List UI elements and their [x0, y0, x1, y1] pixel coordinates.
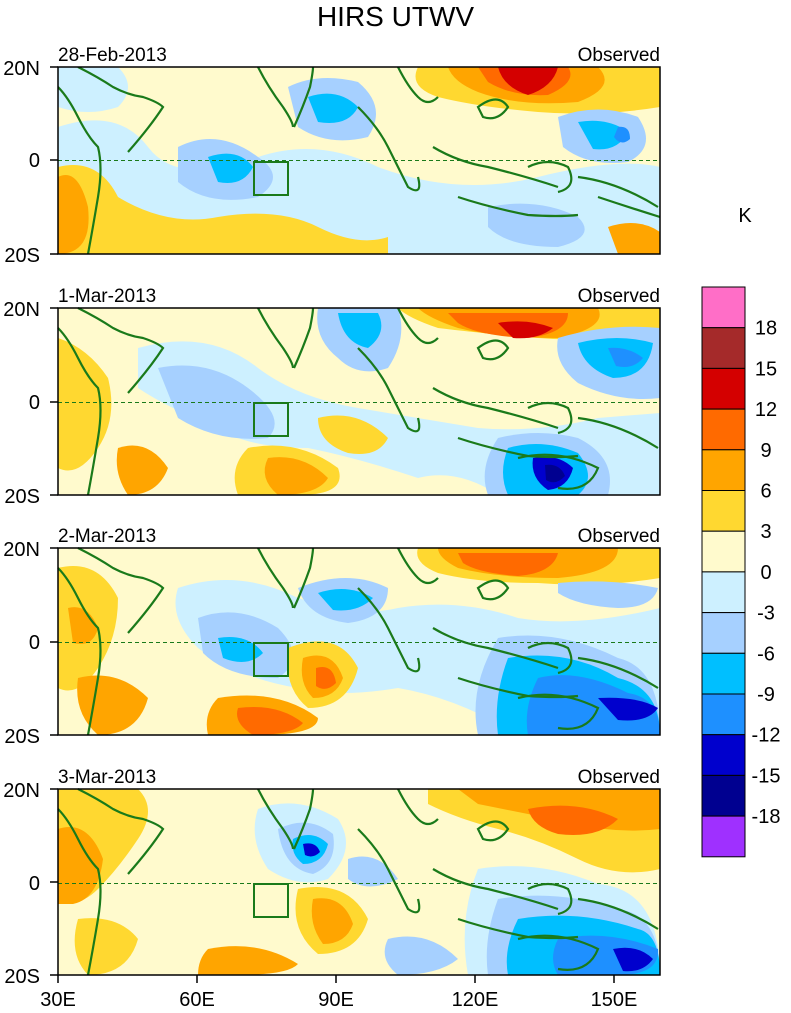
- colorbar-label: -18: [752, 806, 781, 828]
- map-panel-1: 28-Feb-2013 Observed: [57, 45, 661, 255]
- lat-label-20n: 20N: [3, 539, 40, 561]
- lon-label-90e: 90E: [318, 989, 354, 1011]
- lat-label-20s: 20S: [4, 966, 40, 988]
- panel-tag: Observed: [578, 286, 660, 307]
- lat-label-0: 0: [29, 632, 40, 654]
- map-panel-3: 2-Mar-2013 Observed: [57, 526, 661, 736]
- panel-date: 2-Mar-2013: [58, 526, 156, 547]
- lat-label-0: 0: [29, 150, 40, 172]
- longitude-labels: 30E 60E 90E 120E 150E: [40, 989, 637, 1011]
- lon-label-30e: 30E: [40, 989, 76, 1011]
- map-panel-2: 1-Mar-2013 Observed: [57, 286, 661, 496]
- lat-label-20n: 20N: [3, 780, 40, 802]
- colorbar-swatch: [701, 490, 746, 532]
- anomaly-field: [58, 548, 660, 735]
- lat-label-20n: 20N: [3, 58, 40, 80]
- map-panel-4: 3-Mar-2013 Observed: [57, 767, 661, 976]
- lat-label-0: 0: [29, 873, 40, 895]
- lon-label-150e: 150E: [591, 989, 638, 1011]
- lat-label-0: 0: [29, 392, 40, 414]
- colorbar-label: 15: [755, 358, 777, 380]
- colorbar-label: -15: [752, 765, 781, 787]
- coastlines: [57, 788, 659, 976]
- colorbar-swatch: [701, 734, 746, 776]
- panel-tag: Observed: [578, 767, 660, 788]
- colorbar-swatch: [701, 449, 746, 491]
- anomaly-field: [58, 789, 660, 975]
- colorbar-swatch: [701, 652, 746, 695]
- lon-label-60e: 60E: [179, 989, 215, 1011]
- colorbar-label: 0: [760, 562, 771, 584]
- panel-date: 28-Feb-2013: [58, 45, 167, 66]
- lon-tick-marks: [57, 975, 615, 983]
- colorbar-swatch: [701, 530, 746, 573]
- colorbar-swatch: [701, 612, 746, 654]
- colorbar-swatch: [701, 774, 746, 817]
- panel-tag: Observed: [578, 526, 660, 547]
- latitude-labels: 20N 0 20S 20N 0 20S 20N 0 20S 20N 0 20S: [3, 58, 40, 988]
- colorbar-label: 18: [755, 318, 777, 340]
- panel-date: 1-Mar-2013: [58, 286, 156, 307]
- lat-label-20s: 20S: [4, 245, 40, 267]
- coastlines: [57, 547, 659, 736]
- colorbar-swatch: [701, 367, 746, 410]
- lat-label-20n: 20N: [3, 299, 40, 321]
- lon-label-120e: 120E: [452, 989, 499, 1011]
- colorbar: 18 15 12 9 6 3 0 -3 -6 -9 -12 -15 -18: [701, 286, 781, 858]
- colorbar-swatch: [701, 693, 746, 736]
- coastlines: [57, 307, 659, 496]
- colorbar-swatch: [701, 327, 746, 369]
- figure-title: HIRS UTWV: [316, 1, 475, 32]
- colorbar-swatch: [701, 286, 746, 329]
- colorbar-label: -6: [757, 643, 775, 665]
- colorbar-label: 6: [760, 481, 771, 503]
- panel-tag: Observed: [578, 45, 660, 66]
- lat-tick-marks: [50, 66, 58, 976]
- anomaly-field: [58, 308, 660, 495]
- colorbar-label: -12: [752, 725, 781, 747]
- colorbar-label: -9: [757, 684, 775, 706]
- colorbar-label: 12: [755, 399, 777, 421]
- colorbar-swatch: [701, 408, 746, 451]
- colorbar-label: -3: [757, 603, 775, 625]
- panel-date: 3-Mar-2013: [58, 767, 156, 788]
- colorbar-label: 3: [760, 521, 771, 543]
- colorbar-swatch: [701, 815, 746, 858]
- colorbar-swatch: [701, 571, 746, 614]
- lat-label-20s: 20S: [4, 726, 40, 748]
- coastlines: [58, 67, 660, 254]
- colorbar-label: 9: [760, 440, 771, 462]
- study-region-box: [253, 161, 289, 196]
- unit-label: K: [738, 205, 752, 227]
- lat-label-20s: 20S: [4, 486, 40, 508]
